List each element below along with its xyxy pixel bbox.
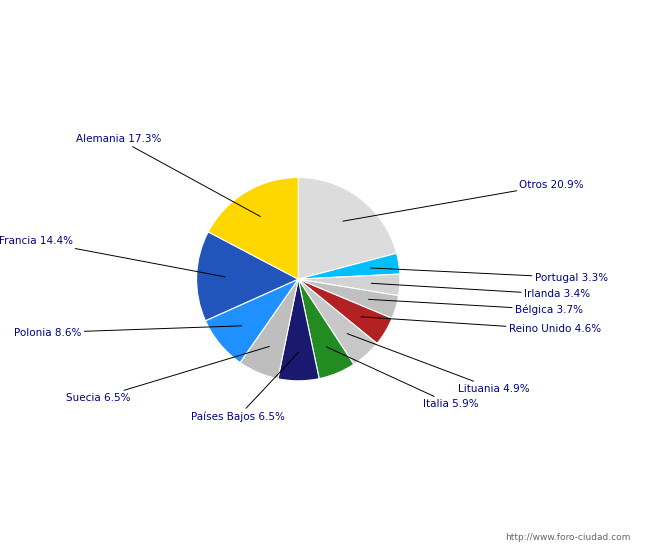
- Wedge shape: [240, 279, 298, 379]
- Text: Otros 20.9%: Otros 20.9%: [343, 180, 584, 221]
- Text: Reino Unido 4.6%: Reino Unido 4.6%: [361, 317, 601, 334]
- Wedge shape: [208, 178, 298, 279]
- Text: Italia 5.9%: Italia 5.9%: [326, 347, 479, 409]
- Text: Polonia 8.6%: Polonia 8.6%: [14, 326, 242, 338]
- Text: Suecia 6.5%: Suecia 6.5%: [66, 346, 269, 403]
- Text: Lituania 4.9%: Lituania 4.9%: [347, 334, 530, 394]
- Text: Portugal 3.3%: Portugal 3.3%: [370, 268, 608, 283]
- Wedge shape: [205, 279, 298, 362]
- Text: Bélgica 3.7%: Bélgica 3.7%: [369, 299, 583, 315]
- Wedge shape: [196, 232, 298, 321]
- Wedge shape: [298, 279, 398, 318]
- Text: Gurb - Turistas extranjeros según país - Abril de 2024: Gurb - Turistas extranjeros según país -…: [103, 10, 547, 27]
- Text: Países Bajos 6.5%: Países Bajos 6.5%: [192, 353, 298, 422]
- Wedge shape: [298, 279, 354, 378]
- Wedge shape: [298, 274, 400, 296]
- Text: http://www.foro-ciudad.com: http://www.foro-ciudad.com: [505, 533, 630, 542]
- Text: Irlanda 3.4%: Irlanda 3.4%: [371, 283, 590, 299]
- Text: Alemania 17.3%: Alemania 17.3%: [75, 134, 261, 217]
- Wedge shape: [298, 279, 377, 364]
- Wedge shape: [278, 279, 319, 381]
- Wedge shape: [298, 253, 400, 279]
- Wedge shape: [298, 279, 392, 344]
- Wedge shape: [298, 178, 396, 279]
- Text: Francia 14.4%: Francia 14.4%: [0, 236, 225, 277]
